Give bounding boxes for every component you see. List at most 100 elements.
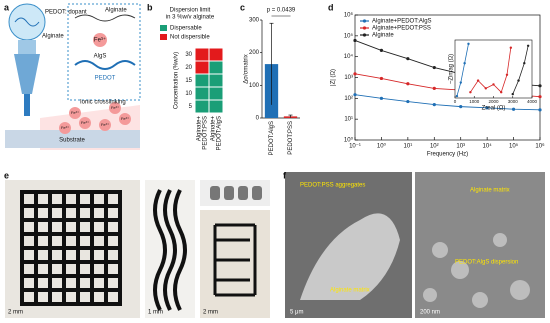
y-tick-label: 10³ [344,75,353,81]
inset-point [506,74,508,76]
y-tick-label: 15 [185,78,192,84]
y-axis-label: Concentration (%w/v) [174,52,180,109]
panel-label: c [240,2,245,12]
legend-marker [363,26,366,29]
x-tick-label: 10⁻¹ [349,144,361,150]
point [353,93,356,96]
cell [195,74,209,87]
x-tick-label: 4000 [527,99,538,104]
point [353,72,356,75]
y-tick-label: 20 [185,65,192,71]
label: Fe³⁺ [94,37,106,44]
cell [195,61,209,74]
inset-point [463,62,465,64]
point [538,108,541,111]
nozzle-body [14,54,40,94]
legend-marker [363,33,366,36]
ion-label: Fe³⁺ [101,122,109,127]
scale-bar-label: 200 nm [420,310,440,316]
y-axis-label: Δσ/σmatrix [244,54,250,83]
y-tick-label: 10¹ [344,117,353,123]
x-tick-label: 2000 [488,99,499,104]
inset-point [469,91,471,93]
panel-label: d [328,2,334,12]
chart-title: in 3 %w/v alginate [166,15,215,21]
inset-point [485,87,487,89]
y-tick-label: 10⁵ [344,32,354,39]
cell [209,61,223,74]
point [380,77,383,80]
inset-point [467,43,469,45]
point [433,87,436,90]
inset-point [512,93,514,95]
legend-swatch [160,25,167,31]
nozzle-tip [24,94,30,116]
annotation: PEDOT:PSS aggregates [300,183,365,189]
cell [195,48,209,61]
scale-bar-label: 5 μm [290,310,303,316]
x-tick-label: 10⁰ [377,143,387,150]
label: Alginate [105,8,127,14]
legend-swatch [160,34,167,40]
panel-label: a [4,2,10,12]
y-axis-label: −Zimag (Ω) [449,54,455,84]
x-axis-label: Zreal (Ω) [482,106,506,112]
annotation: Alginate matrix [470,188,510,194]
inset-point [460,81,462,83]
cell [195,87,209,100]
x-tick-label: 0 [454,99,457,104]
zoom-box [68,4,140,100]
x-tick-label: 10³ [456,144,465,150]
legend-marker [363,19,366,22]
inset-point [510,47,512,49]
label: AlgS [94,54,107,60]
point [406,57,409,60]
annotation: Alginate matrix [330,288,370,294]
y-tick-label: 10 [185,91,192,97]
y-tick-label: 10² [344,96,353,102]
x-tick-label: PEDOT:AlgS [217,116,223,150]
inset-point [492,83,494,85]
point [353,39,356,42]
chart-title: Dispersion limit [170,8,211,14]
label: Substrate [59,138,85,144]
cell [209,100,223,113]
point [380,97,383,100]
x-tick-label: PEDOT:AlgS [269,121,275,155]
y-tick-label: 10⁴ [344,53,354,60]
x-tick-label: 10⁴ [483,143,493,150]
annotation: PEDOT:AlgS dispersion [455,260,518,266]
panel-label: b [147,2,153,12]
inset-point [523,62,525,64]
ion-label: Fe³⁺ [121,116,129,121]
legend-label: Alginate+PEDOT:AlgS [372,19,432,25]
point [433,103,436,106]
y-tick-label: 10⁰ [344,137,354,144]
inset-point [456,95,458,97]
point [406,82,409,85]
point [538,95,541,98]
annotation: p = 0.0439 [267,8,296,14]
inset-point [517,79,519,81]
y-tick-label: 5 [189,104,193,110]
point [459,105,462,108]
x-tick-label: PEDOT:PSS [288,121,294,155]
point [538,84,541,87]
y-tick-label: 30 [185,52,192,58]
y-tick-label: 10⁶ [344,12,354,19]
pedot-chain [75,61,135,69]
cell [209,74,223,87]
cell [195,100,209,113]
point [380,49,383,52]
cell [209,87,223,100]
y-tick-label: 300 [249,18,260,24]
panel-f: PEDOT:PSS aggregates Alginate matrix Alg… [285,172,545,318]
ion-label: Fe³⁺ [81,120,89,125]
x-tick-label: 10⁶ [535,143,545,150]
legend-label: Not dispersible [170,35,210,41]
y-tick-label: 0 [256,116,260,122]
x-tick-label: 10¹ [404,144,413,150]
x-tick-label: 1000 [469,99,480,104]
scale-bar-label: 1 mm [148,310,163,316]
inset-frame [455,40,532,98]
